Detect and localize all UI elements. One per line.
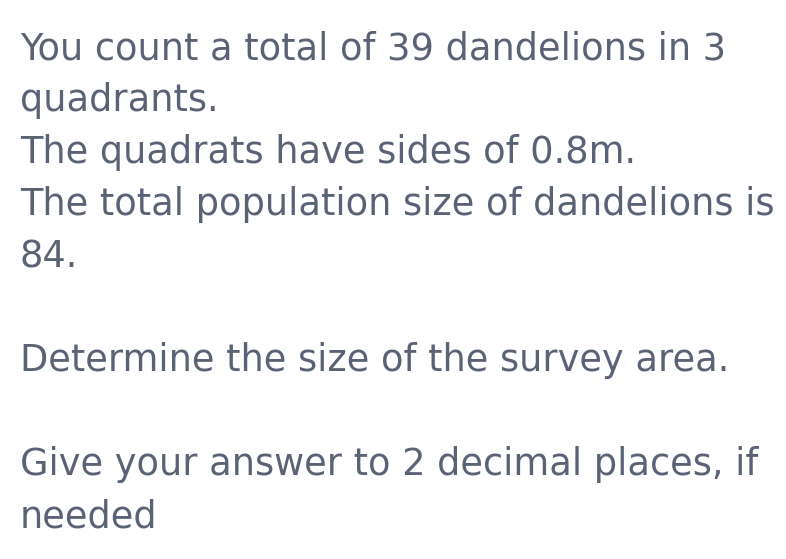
Text: needed: needed [20,498,158,535]
Text: Give your answer to 2 decimal places, if: Give your answer to 2 decimal places, if [20,446,758,483]
Text: You count a total of 39 dandelions in 3: You count a total of 39 dandelions in 3 [20,30,726,67]
Text: The total population size of dandelions is: The total population size of dandelions … [20,186,774,223]
Text: quadrants.: quadrants. [20,82,219,119]
Text: The quadrats have sides of 0.8m.: The quadrats have sides of 0.8m. [20,134,636,171]
Text: Determine the size of the survey area.: Determine the size of the survey area. [20,342,729,379]
Text: 84.: 84. [20,238,79,275]
